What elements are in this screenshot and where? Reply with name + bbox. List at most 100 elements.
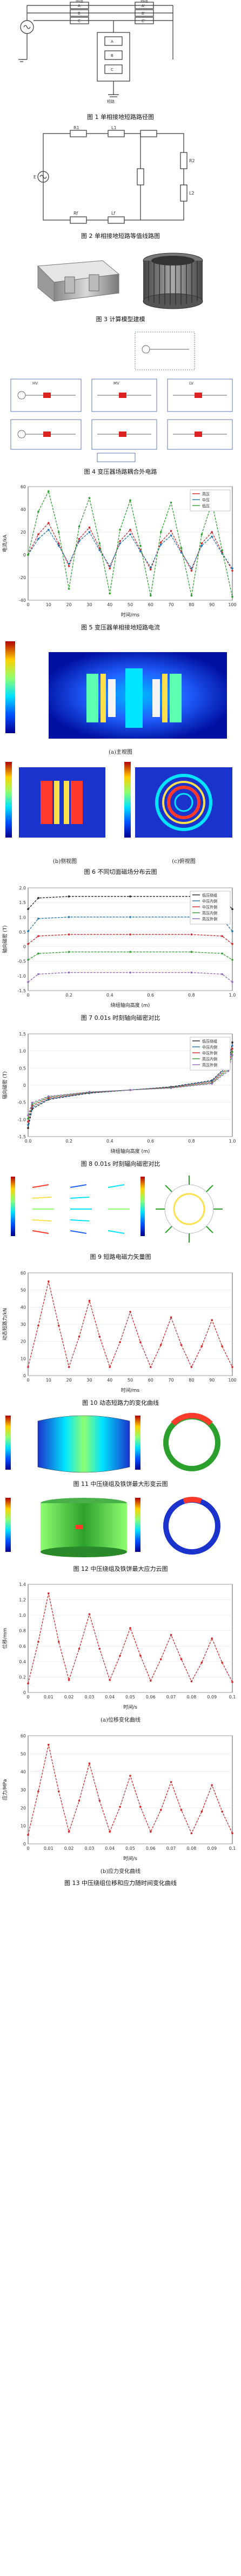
- data-point: [129, 499, 131, 501]
- data-point: [159, 1344, 162, 1346]
- data-point: [37, 935, 39, 937]
- x-tick-label: 10: [46, 602, 51, 607]
- fig1-winding-b2: B': [142, 11, 145, 16]
- fig4-caption: 图 4 变压器场路耦合外电路: [84, 468, 157, 475]
- fig2-equivalent-circuit: E R1 L1 R2 L2 Rf Lf: [34, 125, 195, 224]
- x-tick-label: 30: [86, 602, 92, 607]
- core-model: [37, 260, 120, 302]
- x-tick-label: 0.4: [106, 1139, 113, 1144]
- x-tick-label: 10: [46, 1378, 51, 1383]
- data-point: [150, 568, 152, 571]
- y-tick-label: 1.4: [19, 1582, 26, 1587]
- data-point: [109, 592, 111, 595]
- fig3-models: [37, 253, 203, 309]
- y-axis-label: 辐向磁密 (T): [2, 1071, 8, 1099]
- figure-11: [0, 1410, 241, 1475]
- fig2-rf: Rf: [73, 211, 78, 216]
- figure-1: 高压 低压 A B C A' B' C' A B C 短路: [0, 0, 241, 108]
- data-point: [27, 554, 29, 556]
- x-axis-label: 绕组轴向高度 (m): [111, 1148, 150, 1154]
- data-point: [231, 930, 233, 933]
- data-point: [98, 542, 101, 545]
- data-point: [180, 1809, 183, 1811]
- x-tick-label: 40: [107, 602, 112, 607]
- y-tick-label: 40: [21, 507, 26, 512]
- data-point: [68, 1679, 70, 1681]
- data-point: [27, 1682, 29, 1685]
- data-point: [129, 971, 131, 974]
- x-tick-label: 0.06: [146, 1846, 156, 1851]
- x-axis-label: 时间/ms: [121, 1387, 140, 1393]
- series-line: [28, 951, 233, 960]
- data-point: [119, 540, 121, 542]
- data-point: [231, 569, 233, 572]
- x-tick-label: 40: [107, 1378, 112, 1383]
- data-point: [200, 542, 203, 545]
- fig11-caption: 图 11 中压绕组及铁饼最大形变云图: [73, 1480, 168, 1488]
- y-axis-label: 动态短路力/kN: [2, 1308, 8, 1340]
- y-tick-label: 50: [21, 1751, 26, 1756]
- data-point: [231, 1832, 233, 1835]
- data-point: [109, 567, 111, 569]
- data-point: [119, 1805, 121, 1808]
- y-tick-label: 0.4: [19, 1659, 26, 1664]
- fig1-stack-a: A: [111, 39, 113, 44]
- data-point: [150, 1679, 152, 1682]
- legend-label: 中压内侧: [202, 899, 217, 904]
- data-point: [221, 549, 223, 552]
- x-tick-label: 0.6: [147, 1139, 154, 1144]
- data-point: [231, 1054, 233, 1057]
- data-point: [119, 529, 121, 531]
- data-point: [129, 951, 131, 953]
- x-tick-label: 0.04: [105, 1695, 115, 1699]
- data-point: [48, 1095, 50, 1098]
- data-point: [68, 565, 70, 567]
- data-point: [68, 916, 70, 918]
- x-tick-label: 70: [169, 602, 174, 607]
- fig13-caption: 图 13 中压绕组位移和应力随时间变化曲线: [64, 1880, 177, 1887]
- y-tick-label: -1.5: [17, 1134, 26, 1139]
- data-point: [68, 1830, 70, 1833]
- data-point: [68, 951, 70, 953]
- legend-label: 中压外侧: [202, 1051, 217, 1055]
- data-point: [68, 588, 70, 590]
- data-point: [88, 1613, 91, 1615]
- x-tick-label: 0.6: [147, 993, 154, 998]
- figure-12: [0, 1492, 241, 1560]
- data-point: [190, 951, 193, 953]
- data-point: [221, 935, 223, 937]
- data-point: [231, 1041, 233, 1044]
- data-point: [88, 497, 91, 499]
- x-tick-label: 1.0: [229, 993, 236, 998]
- data-point: [78, 1648, 81, 1650]
- y-axis-label: 应力/MPa: [2, 1779, 8, 1800]
- y-tick-label: 0.6: [19, 1644, 26, 1649]
- data-point: [48, 529, 50, 531]
- data-point: [190, 567, 193, 569]
- fig1-winding-b: B: [78, 11, 81, 16]
- y-tick-label: 0: [23, 945, 26, 950]
- y-tick-label: 1.0: [19, 1613, 26, 1618]
- data-point: [68, 1366, 70, 1368]
- y-tick-label: 30: [21, 1788, 26, 1792]
- data-point: [170, 1316, 172, 1319]
- legend-label: 低压: [202, 503, 210, 508]
- x-axis-label: 时间/ms: [121, 612, 140, 618]
- data-point: [159, 543, 162, 546]
- x-tick-label: 0.04: [105, 1846, 115, 1851]
- x-tick-label: 1.0: [229, 1139, 236, 1144]
- data-point: [57, 1790, 60, 1792]
- data-point: [190, 1680, 193, 1683]
- data-point: [227, 1070, 230, 1072]
- data-point: [109, 565, 111, 567]
- data-point: [139, 1341, 142, 1343]
- data-point: [190, 569, 193, 572]
- data-point: [129, 533, 131, 535]
- data-point: [37, 537, 39, 540]
- data-point: [78, 1336, 81, 1338]
- data-point: [129, 1626, 131, 1629]
- y-tick-label: 1.2: [19, 1598, 26, 1603]
- y-tick-label: 40: [21, 1770, 26, 1775]
- fig1-winding-c2: C': [142, 19, 145, 23]
- y-tick-label: 0.5: [19, 1066, 26, 1071]
